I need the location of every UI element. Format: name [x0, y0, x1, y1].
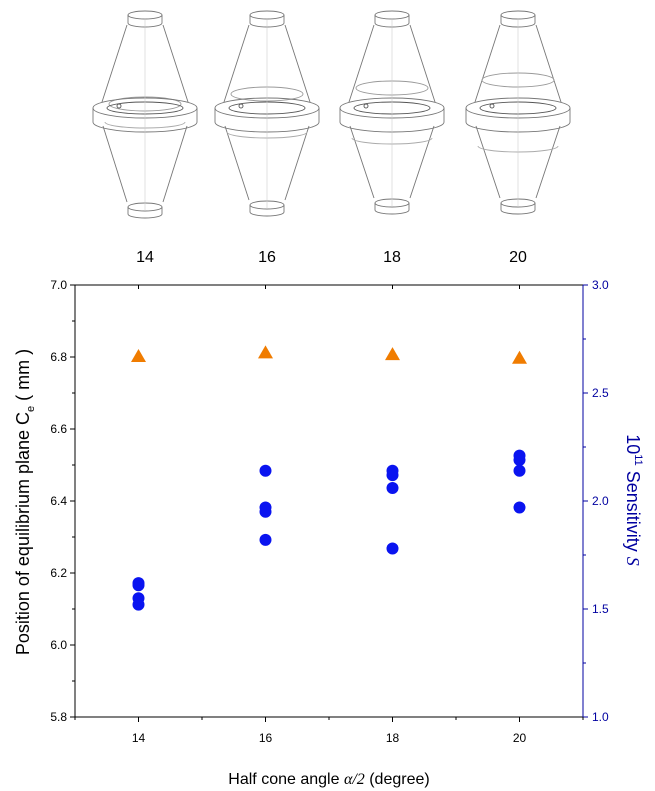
y-tick-label: 6.4 — [50, 494, 67, 508]
x-axis-ticks: 14 16 18 20 — [74, 285, 584, 745]
circle-point — [386, 482, 399, 495]
circle-point — [259, 533, 272, 546]
top-label-14: 14 — [136, 249, 154, 266]
plot-frame — [74, 284, 584, 718]
triangle-point — [258, 345, 273, 359]
cone-drawing — [465, 10, 571, 215]
y2-tick-label: 1.0 — [592, 710, 609, 724]
left-axis-ticks: 5.8 6.0 6.2 6.4 6.6 6.8 7.0 — [50, 278, 75, 724]
data-marks — [131, 345, 527, 611]
circle-point — [132, 598, 145, 611]
y2-tick-label: 2.0 — [592, 494, 609, 508]
top-label-20: 20 — [509, 249, 527, 266]
circle-point — [513, 464, 526, 477]
top-label-18: 18 — [383, 249, 401, 266]
cone-illustrations — [92, 10, 571, 219]
x-tick-label: 20 — [513, 731, 527, 745]
triangle-point — [512, 350, 527, 364]
y-axis-title: Position of equilibrium plane Ce ( mm ) — [13, 349, 37, 655]
top-label-16: 16 — [258, 249, 276, 266]
y-tick-label: 5.8 — [50, 710, 67, 724]
cone-drawing — [92, 10, 198, 219]
x-tick-label: 14 — [132, 731, 146, 745]
circle-point — [386, 469, 399, 482]
y-tick-label: 6.6 — [50, 422, 67, 436]
cone-drawing — [214, 10, 320, 217]
cone-drawing — [339, 10, 445, 215]
circle-point — [386, 542, 399, 555]
circle-point — [513, 501, 526, 514]
y2-tick-label: 3.0 — [592, 278, 609, 292]
y-tick-label: 6.0 — [50, 638, 67, 652]
circle-point — [132, 579, 145, 592]
triangle-point — [131, 348, 146, 362]
y2-axis-title: 1011 Sensitivity S — [623, 434, 644, 565]
right-axis-ticks: 1.0 1.5 2.0 2.5 3.0 — [583, 278, 609, 724]
top-angle-labels: 14 16 18 20 — [136, 249, 527, 266]
triangle-point — [385, 347, 400, 361]
circle-point — [259, 505, 272, 518]
y-tick-label: 6.8 — [50, 350, 67, 364]
y-tick-label: 7.0 — [50, 278, 67, 292]
y2-tick-label: 1.5 — [592, 602, 609, 616]
y-tick-label: 6.2 — [50, 566, 67, 580]
circle-point — [513, 453, 526, 466]
x-tick-label: 16 — [259, 731, 273, 745]
y2-tick-label: 2.5 — [592, 386, 609, 400]
x-axis-title: Half cone angle α/2 (degree) — [228, 771, 429, 788]
x-tick-label: 18 — [386, 731, 400, 745]
circle-point — [259, 464, 272, 477]
